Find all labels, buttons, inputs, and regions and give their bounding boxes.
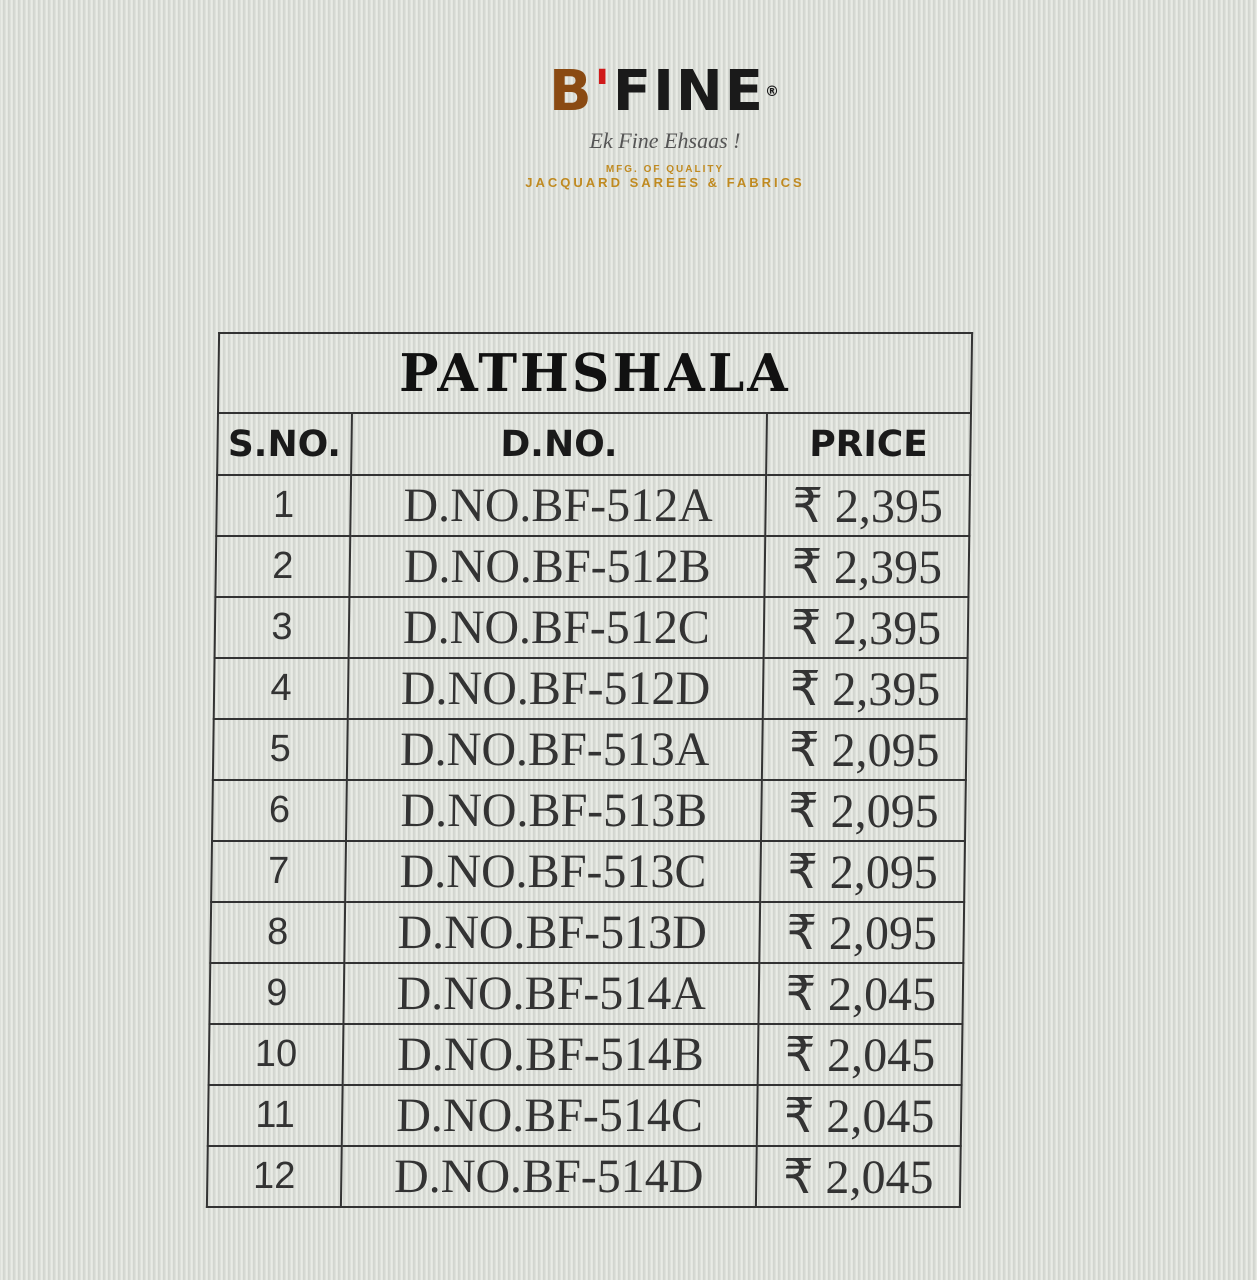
dno-cell: D.NO.BF-512A — [350, 475, 767, 536]
table-row: 8 D.NO.BF-513D ₹ 2,095 — [210, 902, 965, 963]
table-row: 3 D.NO.BF-512C ₹ 2,395 — [214, 597, 969, 658]
sno-cell: 8 — [210, 902, 346, 963]
brand-logo: B'FINE® Ek Fine Ehsaas ! MFG. OF QUALITY… — [495, 62, 835, 191]
price-cell: ₹ 2,095 — [761, 780, 966, 841]
sno-cell: 9 — [209, 963, 345, 1024]
price-cell: ₹ 2,095 — [759, 902, 965, 963]
dno-cell: D.NO.BF-514A — [343, 963, 760, 1024]
header-sno: S.NO. — [217, 413, 352, 475]
dno-cell: D.NO.BF-513A — [346, 719, 763, 780]
sno-cell: 3 — [214, 597, 350, 658]
tagline: Ek Fine Ehsaas ! — [589, 128, 741, 153]
sno-cell: 1 — [216, 475, 352, 536]
brand-apostrophe: ' — [593, 59, 613, 124]
table-row: 4 D.NO.BF-512D ₹ 2,395 — [213, 658, 968, 719]
table-row: 6 D.NO.BF-513B ₹ 2,095 — [212, 780, 966, 841]
sno-cell: 2 — [215, 536, 351, 597]
dno-cell: D.NO.BF-513D — [344, 902, 761, 963]
brand-name: B'FINE® — [495, 62, 835, 122]
sno-cell: 4 — [213, 658, 349, 719]
sno-cell: 10 — [208, 1024, 344, 1085]
dno-cell: D.NO.BF-514D — [340, 1146, 757, 1207]
price-cell: ₹ 2,395 — [763, 597, 969, 658]
price-cell: ₹ 2,095 — [761, 719, 967, 780]
mfg-line: MFG. OF QUALITY — [605, 164, 725, 175]
sno-cell: 12 — [206, 1146, 342, 1207]
price-table: PATHSHALA S.NO. D.NO. PRICE 1 D.NO.BF-512… — [206, 332, 973, 1208]
dno-cell: D.NO.BF-512B — [349, 536, 766, 597]
dno-cell: D.NO.BF-514B — [342, 1024, 759, 1085]
registered-mark: ® — [765, 84, 782, 100]
table-row: 7 D.NO.BF-513C ₹ 2,095 — [211, 841, 966, 902]
price-cell: ₹ 2,395 — [762, 658, 968, 719]
price-cell: ₹ 2,045 — [756, 1085, 962, 1146]
table-row: 12 D.NO.BF-514D ₹ 2,045 — [206, 1146, 961, 1207]
dno-cell: D.NO.BF-512D — [347, 658, 764, 719]
dno-cell: D.NO.BF-514C — [341, 1085, 758, 1146]
sno-cell: 6 — [212, 780, 347, 841]
table-title: PATHSHALA — [217, 333, 973, 413]
table-row: 10 D.NO.BF-514B ₹ 2,045 — [208, 1024, 963, 1085]
price-cell: ₹ 2,395 — [764, 536, 970, 597]
brand-letter-b: B — [548, 59, 594, 124]
table-row: 5 D.NO.BF-513A ₹ 2,095 — [212, 719, 967, 780]
brand-word: FINE — [612, 59, 766, 124]
header-price: PRICE — [766, 413, 971, 475]
price-cell: ₹ 2,095 — [760, 841, 966, 902]
price-cell: ₹ 2,045 — [755, 1146, 961, 1207]
table-row: 1 D.NO.BF-512A ₹ 2,395 — [216, 475, 971, 536]
price-cell: ₹ 2,045 — [758, 963, 964, 1024]
sno-cell: 7 — [211, 841, 347, 902]
dno-cell: D.NO.BF-512C — [348, 597, 765, 658]
table-row: 11 D.NO.BF-514C ₹ 2,045 — [207, 1085, 962, 1146]
dno-cell: D.NO.BF-513C — [345, 841, 762, 902]
table-row: 2 D.NO.BF-512B ₹ 2,395 — [215, 536, 970, 597]
sno-cell: 5 — [212, 719, 348, 780]
price-cell: ₹ 2,045 — [757, 1024, 963, 1085]
header-dno: D.NO. — [351, 413, 767, 475]
products-line: JACQUARD SAREES & FABRICS — [525, 175, 805, 190]
price-cell: ₹ 2,395 — [765, 475, 971, 536]
dno-cell: D.NO.BF-513B — [346, 780, 762, 841]
sno-cell: 11 — [207, 1085, 343, 1146]
table-row: 9 D.NO.BF-514A ₹ 2,045 — [209, 963, 964, 1024]
